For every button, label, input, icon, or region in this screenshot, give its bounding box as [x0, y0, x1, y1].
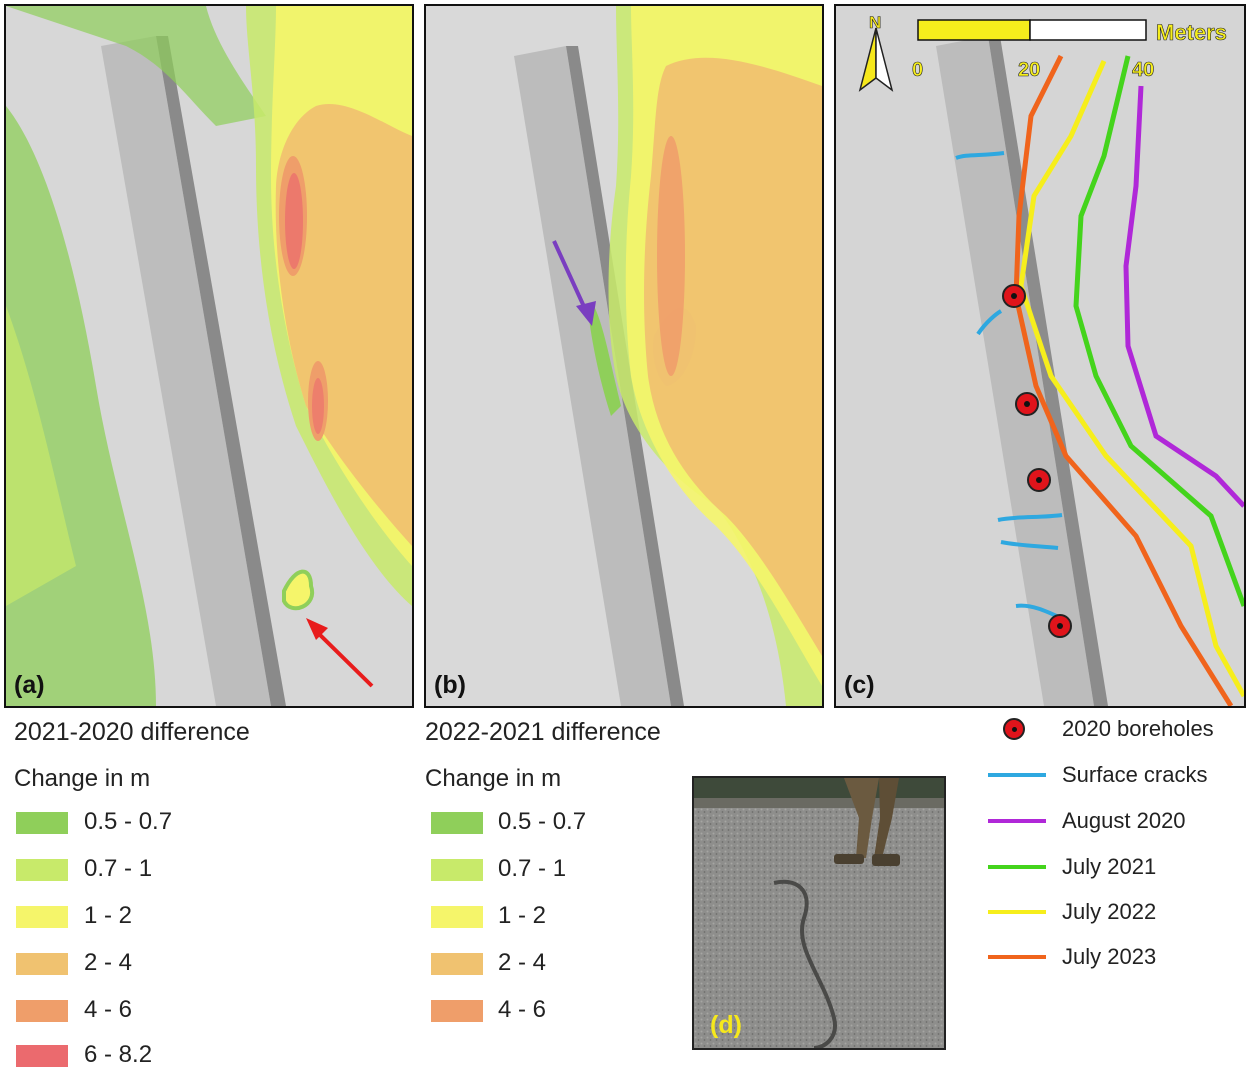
legend-a-swatch-3: [16, 906, 68, 928]
legend-b-label-1: 0.5 - 0.7: [498, 808, 587, 835]
legend-c-label-august-2020: August 2020: [1062, 808, 1186, 833]
scale-unit: Meters: [1156, 20, 1227, 45]
scarp-line-july-2023: [1013, 54, 1234, 706]
legend-a-title: 2021-2020 difference: [14, 718, 250, 746]
legend-a-label-5: 4 - 6: [84, 996, 133, 1023]
legend-c-label-july-2021: July 2021: [1062, 854, 1157, 879]
legend-a-label-6: 6 - 8.2: [84, 1041, 153, 1068]
legend-b-swatch-5: [431, 1000, 483, 1022]
legend-a-swatch-2: [16, 859, 68, 881]
surface-crack: [997, 513, 1063, 522]
legend-c-borehole-label: 2020 boreholes: [1062, 716, 1214, 741]
legend-c-crack-label: Surface cracks: [1062, 762, 1208, 787]
scale-bar: [917, 19, 1147, 41]
legend-c-label-july-2023: July 2023: [1062, 944, 1157, 969]
borehole-marker: [1002, 284, 1026, 308]
legend-b-label-4: 2 - 4: [498, 949, 547, 976]
panel-label-b: (b): [434, 671, 466, 699]
panel-label-d: (d): [710, 1011, 742, 1039]
legend-c-crack-line: [988, 773, 1046, 777]
north-arrow-icon: [858, 27, 894, 92]
legend-a-swatch-4: [16, 953, 68, 975]
legend-b-subtitle: Change in m: [425, 765, 562, 792]
scarp-line-july-2021: [1073, 55, 1244, 607]
scale-tick-0: 0: [912, 59, 923, 81]
purple-arrow: [552, 240, 588, 312]
legend-b-swatch-4: [431, 953, 483, 975]
legend-b-label-5: 4 - 6: [498, 996, 547, 1023]
legend-b-label-2: 0.7 - 1: [498, 855, 567, 882]
map-panel-b: (b): [424, 4, 824, 708]
hillshade-scarp-map-c: N Meters 0 20 40: [836, 6, 1244, 706]
legend-c-line-august-2020: [988, 819, 1046, 823]
borehole-marker: [1015, 392, 1039, 416]
scarp-line-july-2022: [1018, 59, 1244, 698]
legend-a-label-3: 1 - 2: [84, 902, 133, 929]
legend-b-swatch-2: [431, 859, 483, 881]
legend-a-label-2: 0.7 - 1: [84, 855, 153, 882]
north-label: N: [869, 13, 881, 32]
legend-b-title: 2022-2021 difference: [425, 718, 661, 746]
legend-c-line-july-2023: [988, 955, 1046, 959]
legend-a-label-1: 0.5 - 0.7: [84, 808, 173, 835]
legend-a-swatch-6: [16, 1045, 68, 1067]
hillshade-difference-map-b: [426, 6, 822, 706]
field-photo-d: (d): [692, 776, 946, 1050]
photo-image: [694, 778, 944, 1048]
legend-b-label-3: 1 - 2: [498, 902, 547, 929]
legend-b-swatch-3: [431, 906, 483, 928]
scale-tick-40: 40: [1132, 59, 1154, 81]
legend-a-subtitle: Change in m: [14, 765, 151, 792]
panel-label-c: (c): [844, 671, 875, 699]
legend-b-swatch-1: [431, 812, 483, 834]
scale-tick-20: 20: [1018, 59, 1040, 81]
hillshade-difference-map-a: [6, 6, 412, 706]
surface-crack: [976, 309, 1003, 336]
map-panel-c: N Meters 0 20 40 (c): [834, 4, 1246, 708]
legend-c-line-july-2022: [988, 910, 1046, 914]
map-panel-a: (a): [4, 4, 414, 708]
panel-label-a: (a): [14, 671, 45, 699]
legend-a-swatch-1: [16, 812, 68, 834]
surface-crack: [1000, 540, 1059, 550]
legend-a-label-4: 2 - 4: [84, 949, 133, 976]
legend-c-borehole-icon: [1003, 718, 1025, 740]
red-arrow: [314, 629, 374, 688]
legend-c-label-july-2022: July 2022: [1062, 899, 1157, 924]
legend-c-line-july-2021: [988, 865, 1046, 869]
borehole-marker: [1027, 468, 1051, 492]
scarp-line-august-2020: [1123, 85, 1244, 508]
legend-a-swatch-5: [16, 1000, 68, 1022]
surface-crack: [955, 151, 1005, 160]
borehole-marker: [1048, 614, 1072, 638]
